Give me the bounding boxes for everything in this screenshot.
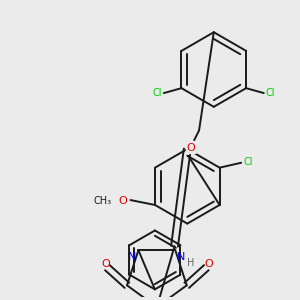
- Text: O: O: [187, 143, 196, 153]
- Text: H: H: [187, 258, 194, 268]
- Text: N: N: [177, 252, 186, 262]
- Text: CH₃: CH₃: [94, 196, 112, 206]
- Text: Cl: Cl: [243, 157, 253, 167]
- Text: O: O: [119, 196, 128, 206]
- Text: O: O: [204, 259, 213, 269]
- Text: N: N: [128, 252, 136, 262]
- Text: Cl: Cl: [266, 88, 275, 98]
- Text: Cl: Cl: [152, 88, 162, 98]
- Text: O: O: [101, 259, 110, 269]
